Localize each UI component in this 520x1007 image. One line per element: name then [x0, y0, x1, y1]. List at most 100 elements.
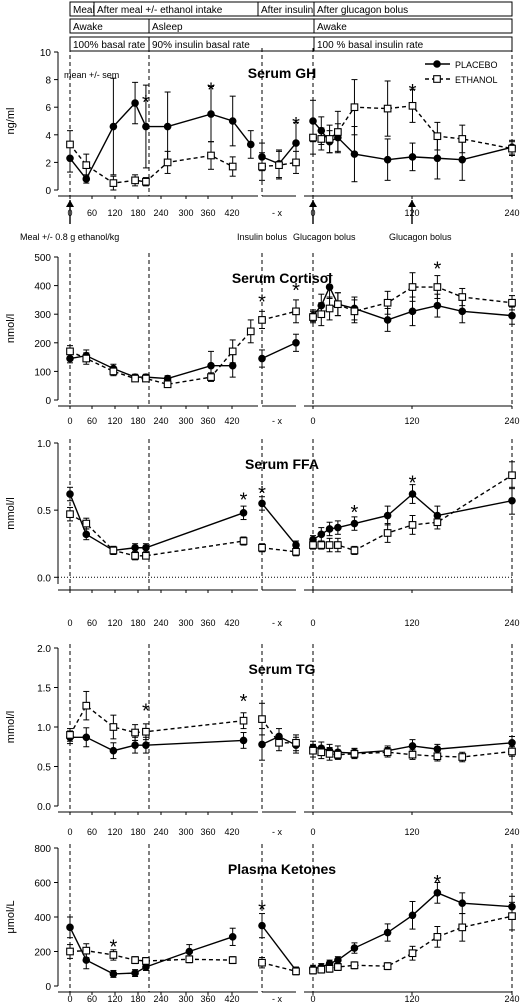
y-tick-label: 400	[34, 282, 51, 293]
ethanol-point	[207, 373, 215, 381]
x-tick-label: - x	[272, 827, 282, 837]
placebo-line	[261, 925, 297, 971]
x-tick-label: 420	[224, 994, 239, 1004]
ethanol-point	[275, 738, 283, 747]
x-tick-label: 120	[107, 827, 122, 837]
y-tick-label: 800	[34, 844, 51, 855]
placebo-point	[458, 899, 467, 908]
x-tick-label: 300	[178, 827, 193, 837]
ethanol-point	[131, 551, 139, 560]
x-tick-label: 360	[200, 208, 215, 218]
significance-star: *	[258, 483, 266, 505]
placebo-point	[131, 741, 139, 749]
ethanol-point	[258, 543, 266, 552]
y-tick-label: 300	[34, 310, 51, 321]
ethanol-point	[317, 135, 326, 143]
placebo-point	[82, 530, 91, 539]
placebo-point	[228, 361, 237, 370]
ethanol-point	[142, 374, 150, 383]
placebo-point	[350, 944, 359, 952]
ethanol-point	[228, 162, 237, 171]
ethanol-point	[433, 132, 442, 141]
ethanol-point	[82, 946, 91, 955]
placebo-line	[312, 285, 513, 321]
x-tick-label: 120	[404, 416, 419, 426]
glucagon-arrow-2-head	[408, 200, 416, 207]
placebo-point	[350, 519, 359, 528]
ethanol-point	[433, 932, 442, 941]
ethanol-point	[350, 961, 359, 970]
placebo-point	[433, 301, 442, 310]
placebo-point	[325, 283, 334, 291]
placebo-point	[258, 499, 266, 508]
placebo-series	[66, 275, 516, 383]
ethanol-point	[292, 967, 300, 976]
significance-star: *	[292, 114, 300, 136]
bolus-arrows: Meal +/- 0.8 g ethanol/kg Insulin bolus Gl…	[20, 200, 452, 242]
y-tick-label: 10	[40, 48, 52, 59]
header-cell-label: 90% insulin basal rate	[152, 40, 250, 51]
placebo-point	[458, 155, 467, 164]
ethanol-line	[312, 286, 513, 318]
placebo-point	[109, 746, 118, 755]
ethanol-point	[292, 307, 300, 316]
ethanol-point	[66, 510, 74, 519]
ethanol-point	[142, 957, 150, 965]
x-tick-label: 0	[67, 994, 72, 1004]
header-cell-label: Awake	[317, 22, 347, 33]
x-tick-label: 240	[504, 827, 519, 837]
header-cell-label: Awake	[73, 22, 103, 33]
ethanol-point	[309, 541, 317, 549]
header-cell-box	[313, 18, 513, 34]
placebo-series	[66, 484, 516, 555]
ethanol-point	[258, 715, 266, 723]
ethanol-point	[82, 701, 91, 710]
placebo-point	[66, 490, 74, 498]
significance-star: *	[409, 81, 417, 103]
ethanol-point	[325, 135, 334, 143]
x-tick-label: 60	[87, 416, 97, 426]
significance-star: *	[207, 80, 215, 102]
y-axis-label: nmol/l	[5, 314, 17, 343]
ethanol-point	[433, 518, 442, 527]
header-cell-box	[313, 36, 513, 52]
ethanol-point	[383, 298, 392, 307]
chart-title: Plasma Ketones	[228, 861, 336, 877]
ethanol-point	[258, 958, 266, 967]
x-tick-label: 300	[178, 416, 193, 426]
x-tick-label: 420	[224, 416, 239, 426]
ethanol-point	[317, 541, 326, 549]
ethanol-line	[261, 962, 297, 973]
placebo-point	[228, 933, 237, 941]
x-tick-label: - x	[272, 416, 282, 426]
placebo-line	[69, 493, 244, 552]
ethanol-point	[185, 955, 194, 964]
ethanol-point	[325, 541, 334, 549]
ethanol-point	[334, 300, 342, 309]
significance-star: *	[258, 900, 266, 922]
chart-panel-2: 0.0 0.5 1.0 mmol/l 0 60 120 180 240 300 360 420 - x 0…	[5, 439, 520, 628]
ethanol-line	[69, 949, 233, 962]
chart-panel-4: 0 200 400 600 800 μmol/L 0 60 120 180 240 300 360 420…	[5, 844, 520, 1004]
placebo-point	[82, 733, 91, 742]
ethanol-point	[325, 750, 334, 758]
ethanol-line	[261, 310, 297, 321]
placebo-line	[69, 354, 233, 380]
x-tick-label: 360	[200, 827, 215, 837]
ethanol-point	[131, 728, 139, 737]
chart-panel-1: 0 100 200 300 400 500 nmol/l 0 60 120 180 240 300 360…	[5, 253, 520, 426]
x-tick-label: 120	[404, 994, 419, 1004]
ethanol-series	[66, 461, 516, 561]
header-cell-label: After insulin	[261, 5, 313, 16]
header-cell-label: 100 % basal insulin rate	[317, 40, 424, 51]
placebo-point	[408, 153, 417, 161]
ethanol-point	[408, 949, 417, 958]
ethanol-point	[66, 347, 74, 356]
placebo-point	[334, 956, 342, 964]
ethanol-point	[433, 75, 441, 83]
placebo-point	[109, 122, 118, 131]
ethanol-line	[312, 750, 513, 758]
ethanol-point	[508, 144, 516, 153]
chart-title: Serum TG	[249, 661, 316, 677]
ethanol-point	[109, 951, 118, 959]
